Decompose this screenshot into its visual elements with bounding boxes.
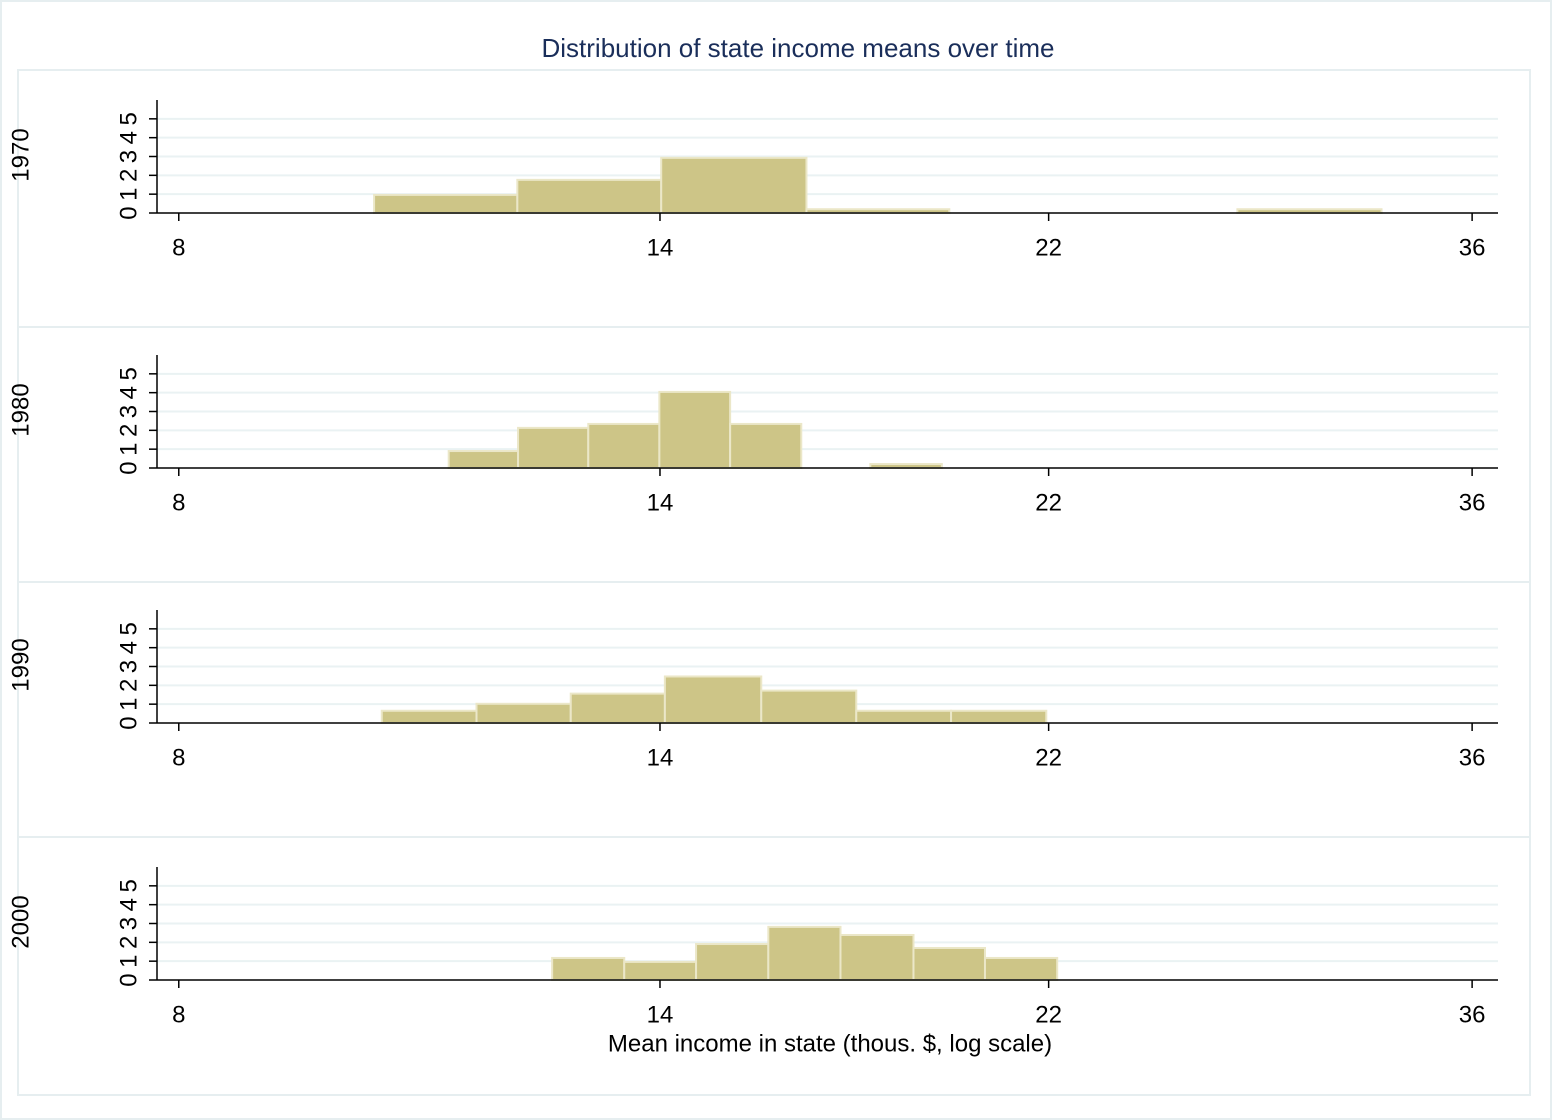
bar [587, 422, 661, 469]
y-tick-label: 2 [115, 169, 142, 182]
bar [551, 956, 626, 982]
bar [839, 933, 915, 982]
bar [373, 193, 519, 214]
x-tick-label: 36 [1459, 1001, 1486, 1028]
panel-label: 1990 [7, 638, 34, 691]
y-tick-label: 2 [115, 424, 142, 437]
x-tick-label: 22 [1035, 489, 1062, 516]
y-tick-label: 3 [115, 405, 142, 418]
y-tick-label: 0 [115, 461, 142, 474]
y-tick-label: 4 [115, 386, 142, 399]
x-tick-label: 8 [172, 744, 185, 771]
panel-label: 1970 [7, 128, 34, 181]
y-tick-label: 1 [115, 442, 142, 455]
bar [695, 943, 770, 981]
x-tick-label: 36 [1459, 234, 1486, 261]
bar [517, 426, 590, 470]
panel-label: 1980 [7, 383, 34, 436]
y-tick-label: 5 [115, 367, 142, 380]
bar [516, 178, 663, 214]
x-tick-label: 8 [172, 489, 185, 516]
y-tick-label: 2 [115, 936, 142, 949]
y-tick-label: 1 [115, 954, 142, 967]
bar [447, 450, 520, 469]
y-tick-label: 5 [115, 622, 142, 635]
bar [660, 156, 808, 214]
y-tick-label: 3 [115, 917, 142, 930]
y-tick-label: 4 [115, 898, 142, 911]
panel-label: 2000 [7, 895, 34, 948]
bar [760, 689, 858, 725]
y-tick-label: 3 [115, 660, 142, 673]
bar [569, 692, 666, 724]
y-tick-label: 1 [115, 697, 142, 710]
bar [380, 709, 478, 725]
bar [983, 956, 1059, 982]
bar [729, 422, 803, 469]
y-tick-label: 1 [115, 187, 142, 200]
y-tick-label: 0 [115, 206, 142, 219]
x-axis-label: Mean income in state (thous. $, log scal… [608, 1030, 1052, 1057]
x-tick-label: 22 [1035, 1001, 1062, 1028]
bar [912, 946, 986, 982]
x-tick-label: 36 [1459, 489, 1486, 516]
x-tick-label: 8 [172, 234, 185, 261]
x-tick-label: 22 [1035, 744, 1062, 771]
y-tick-label: 0 [115, 716, 142, 729]
bar [658, 390, 732, 469]
y-tick-label: 0 [115, 973, 142, 986]
y-tick-label: 2 [115, 679, 142, 692]
bar [950, 709, 1048, 725]
x-tick-label: 36 [1459, 744, 1486, 771]
y-tick-label: 4 [115, 641, 142, 654]
chart-title: Distribution of state income means over … [542, 33, 1055, 63]
bar [767, 925, 842, 982]
x-tick-label: 14 [647, 744, 674, 771]
x-tick-label: 14 [647, 1001, 674, 1028]
x-tick-label: 14 [647, 234, 674, 261]
y-tick-label: 5 [115, 112, 142, 125]
x-tick-label: 14 [647, 489, 674, 516]
bar [623, 960, 698, 981]
y-tick-label: 5 [115, 879, 142, 892]
bar [663, 675, 763, 725]
bar [475, 702, 572, 724]
y-tick-label: 3 [115, 150, 142, 163]
x-tick-label: 8 [172, 1001, 185, 1028]
x-tick-label: 22 [1035, 234, 1062, 261]
bar [855, 709, 953, 725]
y-tick-label: 4 [115, 131, 142, 144]
